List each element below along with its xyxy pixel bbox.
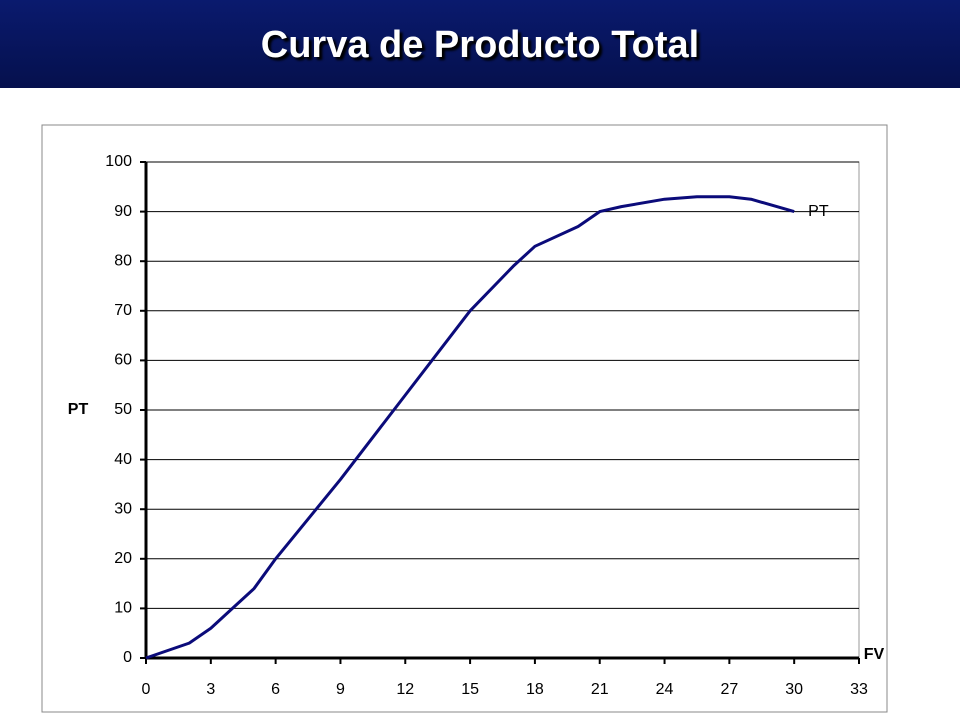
y-tick-label: 10 xyxy=(114,600,132,617)
y-axis-label: PT xyxy=(68,401,89,418)
x-tick-label: 15 xyxy=(461,681,479,698)
y-tick-label: 50 xyxy=(114,401,132,418)
x-tick-label: 12 xyxy=(396,681,414,698)
y-tick-label: 60 xyxy=(114,352,132,369)
x-tick-label: 6 xyxy=(271,681,280,698)
x-tick-label: 18 xyxy=(526,681,544,698)
y-tick-label: 70 xyxy=(114,302,132,319)
data-line xyxy=(145,195,795,660)
x-tick-label: 9 xyxy=(336,681,345,698)
y-tick-label: 30 xyxy=(114,500,132,517)
x-tick-label: 30 xyxy=(785,681,803,698)
header-band xyxy=(0,0,960,88)
x-tick-label: 21 xyxy=(591,681,609,698)
y-tick-label: 90 xyxy=(114,203,132,220)
y-tick-label: 40 xyxy=(114,451,132,468)
y-tick-label: 0 xyxy=(123,649,132,666)
x-tick-label: 0 xyxy=(142,681,151,698)
y-tick-label: 100 xyxy=(105,153,132,170)
slide-title: Curva de Producto Total xyxy=(260,24,700,66)
y-tick-label: 80 xyxy=(114,252,132,269)
x-tick-label: 33 xyxy=(850,681,868,698)
x-tick-label: 3 xyxy=(206,681,215,698)
x-tick-label: 24 xyxy=(656,681,674,698)
y-tick-label: 20 xyxy=(114,550,132,567)
x-axis-label: FV xyxy=(864,646,885,663)
series-label: PT xyxy=(808,203,829,220)
x-tick-label: 27 xyxy=(720,681,738,698)
